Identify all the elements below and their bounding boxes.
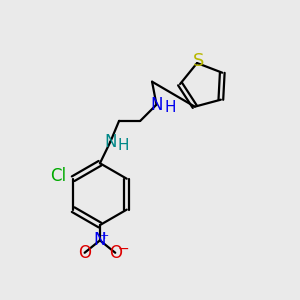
Text: +: + xyxy=(100,231,110,241)
Text: S: S xyxy=(193,52,204,70)
Text: −: − xyxy=(118,242,129,256)
Text: N: N xyxy=(104,133,116,151)
Text: O: O xyxy=(78,244,91,262)
Text: Cl: Cl xyxy=(50,167,66,185)
Text: N: N xyxy=(94,231,106,249)
Text: O: O xyxy=(109,244,122,262)
Text: H: H xyxy=(118,138,129,153)
Text: N: N xyxy=(150,96,163,114)
Text: H: H xyxy=(164,100,176,115)
